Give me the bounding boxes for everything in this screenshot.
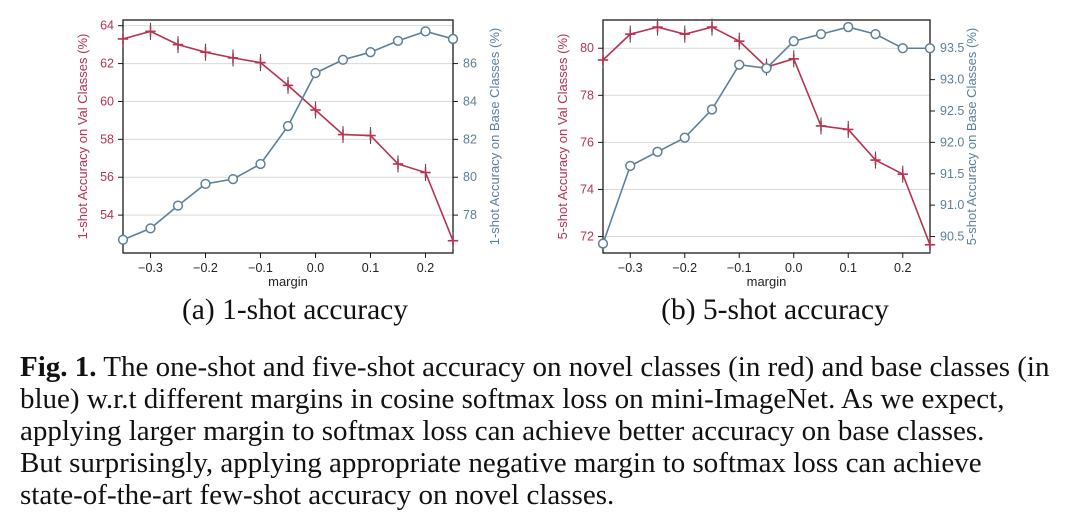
svg-text:margin: margin <box>268 274 308 289</box>
svg-text:0.0: 0.0 <box>785 261 802 275</box>
svg-text:93.5: 93.5 <box>940 41 964 55</box>
svg-text:0.2: 0.2 <box>417 261 434 275</box>
svg-text:86: 86 <box>463 57 477 71</box>
svg-text:5-shot Accuracy on Base Classe: 5-shot Accuracy on Base Classes (%) <box>964 28 979 245</box>
svg-text:60: 60 <box>100 94 114 108</box>
svg-text:58: 58 <box>100 132 114 146</box>
svg-text:91.0: 91.0 <box>940 198 964 212</box>
svg-text:−0.2: −0.2 <box>193 261 218 275</box>
svg-text:64: 64 <box>100 19 114 33</box>
svg-text:91.5: 91.5 <box>940 167 964 181</box>
svg-text:93.0: 93.0 <box>940 73 964 87</box>
svg-text:80: 80 <box>463 170 477 184</box>
svg-text:54: 54 <box>100 208 114 222</box>
svg-text:62: 62 <box>100 57 114 71</box>
svg-text:−0.1: −0.1 <box>727 261 752 275</box>
svg-text:74: 74 <box>580 182 594 196</box>
svg-text:0.1: 0.1 <box>840 261 857 275</box>
svg-text:84: 84 <box>463 94 477 108</box>
svg-text:1-shot Accuracy on Base Classe: 1-shot Accuracy on Base Classes (%) <box>487 28 502 245</box>
svg-text:5-shot Accuracy on Val Classes: 5-shot Accuracy on Val Classes (%) <box>555 34 570 240</box>
svg-text:0.2: 0.2 <box>894 261 911 275</box>
svg-text:76: 76 <box>580 135 594 149</box>
svg-text:0.0: 0.0 <box>307 261 324 275</box>
svg-text:72: 72 <box>580 230 594 244</box>
svg-text:−0.3: −0.3 <box>138 261 163 275</box>
svg-text:78: 78 <box>463 208 477 222</box>
svg-text:56: 56 <box>100 170 114 184</box>
svg-text:−0.2: −0.2 <box>672 261 697 275</box>
svg-text:92.0: 92.0 <box>940 135 964 149</box>
svg-text:90.5: 90.5 <box>940 230 964 244</box>
svg-text:92.5: 92.5 <box>940 104 964 118</box>
svg-text:1-shot Accuracy on Val Classes: 1-shot Accuracy on Val Classes (%) <box>75 34 90 240</box>
svg-text:0.1: 0.1 <box>362 261 379 275</box>
svg-text:78: 78 <box>580 88 594 102</box>
svg-text:82: 82 <box>463 132 477 146</box>
svg-text:margin: margin <box>747 274 787 289</box>
svg-text:−0.3: −0.3 <box>618 261 643 275</box>
svg-text:−0.1: −0.1 <box>248 261 273 275</box>
svg-text:80: 80 <box>580 41 594 55</box>
